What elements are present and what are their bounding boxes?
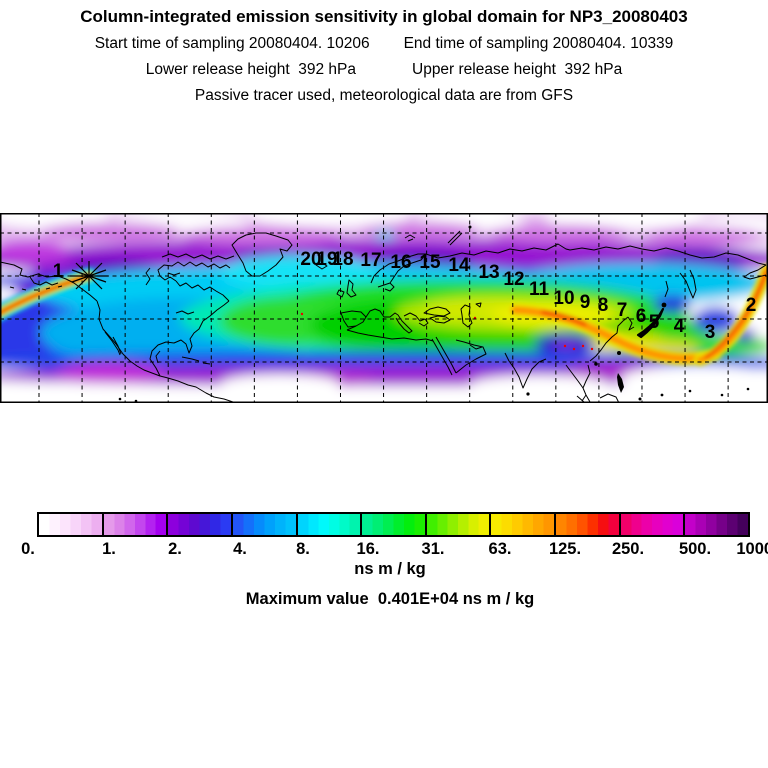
colorbar-cell [426, 514, 492, 535]
colorbar-tick: 16. [356, 540, 380, 558]
trajectory-day-label: 5 [649, 312, 660, 333]
hotspot-speckles [300, 312, 594, 351]
colorbar-tick: 125. [548, 540, 582, 558]
map-border [0, 213, 768, 403]
colorbar-cell [620, 514, 686, 535]
colorbar-tick: 2. [168, 540, 182, 558]
trajectory-day-label: 3 [705, 322, 716, 343]
trajectory-day-label: 1 [53, 261, 64, 282]
trajectory-day-label: 20 [300, 249, 321, 270]
colorbar-cell [362, 514, 427, 535]
coastlines-layer [0, 230, 767, 403]
colorbar-tick: 250. [611, 540, 645, 558]
sensitivity-map-panel: 1 2 3 4 5 6 7 8 9 10 11 12 13 14 15 16 17 18 19 20 [0, 213, 768, 403]
colorbar-cell [39, 514, 104, 535]
colorbar [37, 512, 750, 537]
trajectory-day-label: 12 [503, 269, 524, 290]
tracer-info-line: Passive tracer used, meteorological data… [0, 87, 768, 105]
islands-layer [118, 225, 750, 403]
release-marker-ray [71, 269, 107, 283]
sampling-times-line: Start time of sampling 20080404. 10206 E… [0, 35, 768, 53]
colorbar-tick: 63. [488, 540, 512, 558]
trajectory-day-label: 10 [553, 288, 574, 309]
graticule-layer [0, 213, 768, 403]
tracer-info-text: Passive tracer used, meteorological data… [194, 87, 574, 104]
colorbar-tick: 1000. [736, 540, 768, 558]
colorbar-tick: 0. [21, 540, 35, 558]
colorbar-cell [297, 514, 363, 535]
maximum-value-label: Maximum value 0.401E+04 ns m / kg [245, 590, 535, 608]
trajectory-day-label: 2 [746, 295, 757, 316]
release-heights-line: Lower release height 392 hPa Upper relea… [0, 61, 768, 79]
colorbar-cell [168, 514, 233, 535]
colorbar-tick: 500. [678, 540, 712, 558]
trajectory-day-label: 8 [598, 295, 609, 316]
colorbar-cell [556, 514, 621, 535]
lower-release-text: Lower release height 392 hPa [145, 61, 356, 78]
colorbar-tick: 1. [102, 540, 116, 558]
trajectory-day-label: 15 [419, 252, 441, 273]
colorbar-cell [685, 514, 749, 535]
end-time-text: End time of sampling 20080404. 10339 [403, 35, 674, 52]
figure-title: Column-integrated emission sensitivity i… [80, 7, 688, 26]
trajectory-day-label: 18 [332, 249, 353, 270]
trajectory-day-label: 16 [390, 252, 411, 273]
start-time-text: Start time of sampling 20080404. 10206 [94, 35, 370, 52]
trajectory-day-label: 11 [529, 279, 550, 300]
trajectory-day-label: 19 [316, 249, 337, 270]
trajectory-day-label: 17 [360, 250, 381, 271]
colorbar-tick: 8. [296, 540, 310, 558]
colorbar-cell [491, 514, 557, 535]
colorbar-unit-label: ns m / kg [354, 560, 426, 578]
trajectory-day-label: 13 [478, 262, 499, 283]
colorbar-tick: 4. [233, 540, 247, 558]
trajectory-day-label: 7 [617, 300, 628, 321]
trajectory-day-label: 6 [636, 306, 647, 327]
trajectory-day-label: 14 [448, 255, 470, 276]
colorbar-cell [232, 514, 298, 535]
release-marker-icon [70, 261, 108, 291]
trajectory-day-label: 4 [674, 316, 685, 337]
colorbar-tick: 31. [421, 540, 445, 558]
colorbar-cell [103, 514, 169, 535]
upper-release-text: Upper release height 392 hPa [412, 61, 623, 78]
colorbar-tick-labels: 0. 1. 2. 4. 8. 16. 31. 63. 125. 250. 500. 1000. [0, 540, 768, 558]
trajectory-day-label: 9 [580, 292, 591, 313]
